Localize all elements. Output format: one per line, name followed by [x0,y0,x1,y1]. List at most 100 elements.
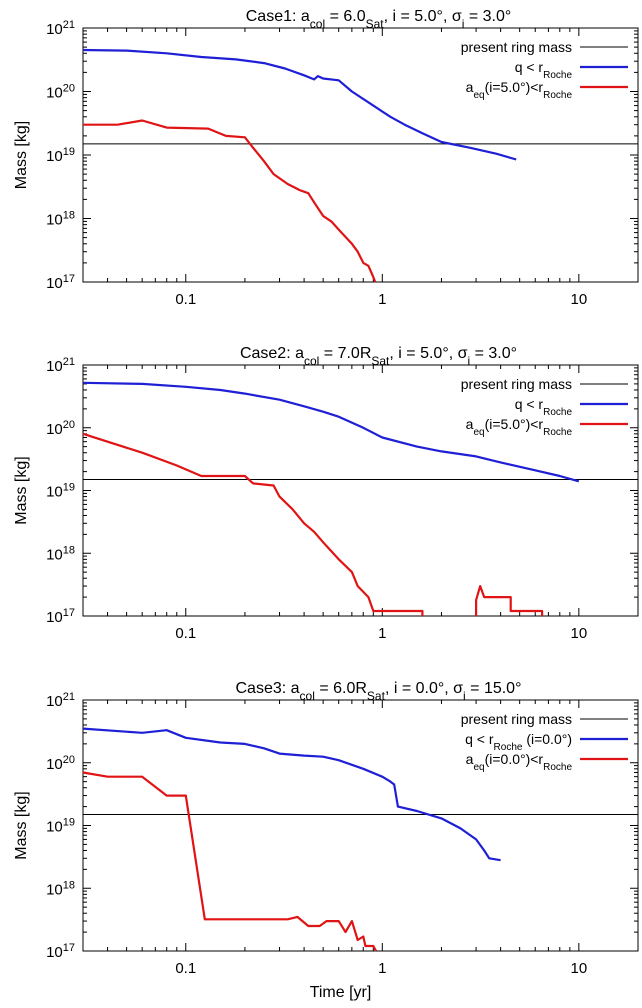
y-tick-label: 1020 [46,419,75,438]
text-part: = 15.0° [466,680,522,697]
plot-frame [82,27,639,283]
y-tick-base: 10 [46,693,63,710]
text-part: = 6.0R [315,680,367,697]
text-part: Case2: a [240,345,304,362]
y-tick-exponent: 21 [63,19,75,31]
series-line-3 [475,585,544,616]
y-tick-label: 1018 [46,544,75,563]
series-line-2 [82,771,378,952]
y-tick-base: 10 [46,421,63,438]
y-tick-exponent: 20 [63,419,75,431]
text-part: q < r [515,396,544,412]
chart-title: Case3: acol = 6.0RSat, i = 0.0°, σi = 15… [236,680,522,703]
text-part: Roche [543,427,572,438]
text-part: a [466,416,474,432]
y-tick-label: 1019 [46,817,75,836]
text-part: = 3.0° [464,8,511,25]
text-part: = 6.0 [325,8,366,25]
text-part: (i=0.0°) [522,731,572,747]
x-tick-label: 0.1 [175,960,196,977]
text-part: (i=5.0°)<r [485,79,544,95]
text-part: i [462,17,465,31]
text-part: Sat [371,354,390,368]
y-tick-label: 1018 [46,879,75,898]
y-tick-base: 10 [46,881,63,898]
series-line-1 [82,727,501,862]
series-line-1 [82,381,580,483]
legend-label: present ring mass [461,376,572,392]
y-tick-base: 10 [46,358,63,375]
y-tick-label: 1021 [46,19,75,38]
text-part: i [463,689,466,703]
y-tick-exponent: 19 [63,817,75,829]
y-tick-exponent: 20 [63,83,75,95]
legend-label: aeq(i=5.0°)<rRoche [466,416,573,438]
chart-title: Case2: acol = 7.0RSat, i = 5.0°, σi = 3.… [240,345,517,368]
legend-label: present ring mass [461,39,572,55]
y-tick-exponent: 18 [63,879,75,891]
plot-frame [82,364,639,617]
series-line-2 [82,432,424,616]
x-tick-label: 1 [378,291,386,308]
y-tick-exponent: 17 [63,942,75,954]
text-part: , i = 5.0°, σ [384,8,462,25]
x-tick-label: 0.1 [175,625,196,642]
legend-label: aeq(i=0.0°)<rRoche [466,751,573,773]
text-part: Roche [543,70,572,81]
series-line-1 [82,48,517,161]
x-tick-label: 10 [570,291,587,308]
y-tick-label: 1017 [46,273,75,292]
text-part: i [467,354,470,368]
text-part: a [466,751,474,767]
text-part: Roche [494,742,523,753]
text-part: , i = 0.0°, σ [385,680,463,697]
y-tick-base: 10 [46,21,63,38]
text-part: Sat [366,17,385,31]
text-part: Roche [543,407,572,418]
y-tick-base: 10 [46,148,63,165]
text-part: q < r [515,59,544,75]
text-part: = 7.0R [319,345,371,362]
text-part: (i=0.0°)<r [485,751,544,767]
y-tick-base: 10 [46,546,63,563]
text-part: Sat [367,689,386,703]
y-tick-exponent: 19 [63,146,75,158]
text-part: (i=5.0°)<r [485,416,544,432]
text-part: = 3.0° [470,345,517,362]
text-part: col [310,17,325,31]
text-part: , i = 5.0°, σ [389,345,467,362]
y-tick-label: 1020 [46,83,75,102]
y-tick-exponent: 20 [63,754,75,766]
text-part: col [300,689,315,703]
y-tick-base: 10 [46,484,63,501]
y-tick-label: 1020 [46,754,75,773]
text-part: eq [473,427,484,438]
x-tick-label: 10 [570,960,587,977]
chart-title: Case1: acol = 6.0Sat, i = 5.0°, σi = 3.0… [246,8,512,31]
y-tick-exponent: 21 [63,356,75,368]
text-part: Case3: a [236,680,300,697]
y-tick-label: 1021 [46,356,75,375]
legend-label: q < rRoche [515,396,573,418]
y-tick-base: 10 [46,609,63,626]
y-tick-base: 10 [46,944,63,961]
legend-label: present ring mass [461,711,572,727]
y-tick-exponent: 18 [63,544,75,556]
series-line-2 [83,119,377,283]
y-tick-exponent: 21 [63,691,75,703]
x-axis-label: Time [yr] [310,984,372,1001]
y-tick-exponent: 17 [63,607,75,619]
y-tick-base: 10 [46,275,63,292]
text-part: q < r [465,731,494,747]
y-tick-exponent: 18 [63,210,75,222]
text-part: eq [473,90,484,101]
y-tick-base: 10 [46,819,63,836]
x-tick-label: 10 [570,625,587,642]
y-tick-label: 1017 [46,607,75,626]
text-part: col [304,354,319,368]
text-part: Roche [543,762,572,773]
legend-label: q < rRoche [515,59,573,81]
